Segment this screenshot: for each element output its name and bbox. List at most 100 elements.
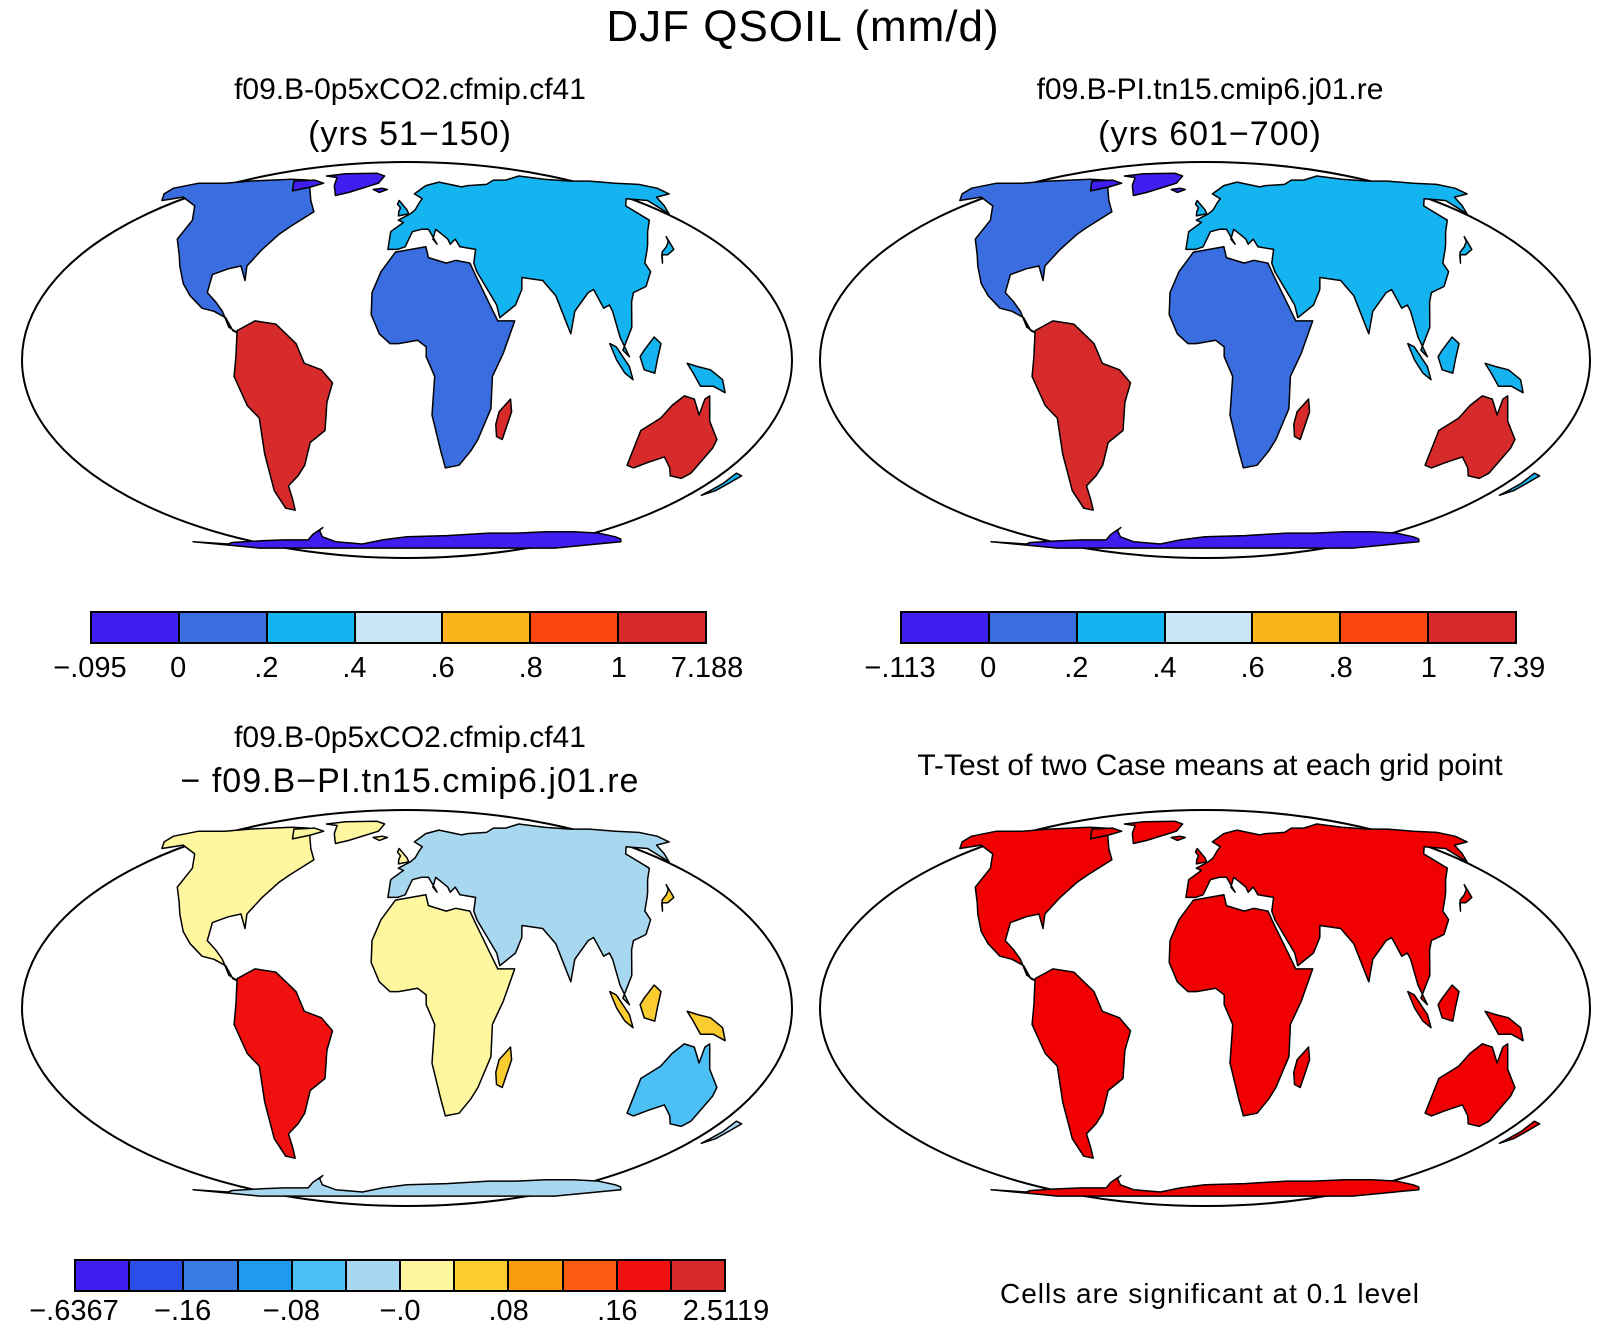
- panel1-subtitle: (yrs 51−150): [308, 115, 512, 153]
- landmass-africa: [1168, 894, 1314, 1117]
- landmass-iceland: [1170, 835, 1187, 842]
- colorbar-case2: [900, 611, 1517, 644]
- landmass-australia: [1424, 1043, 1516, 1128]
- panel2-title: f09.B-PI.tn15.cmip6.j01.re: [1036, 73, 1384, 106]
- colorbar-swatch: [989, 613, 1078, 642]
- colorbar-tick-label: −.095: [53, 652, 127, 684]
- landmass-australia: [626, 395, 718, 480]
- colorbar-swatch: [401, 1261, 456, 1290]
- landmass-northAmerica: [161, 826, 315, 983]
- landmass-borneo: [1437, 984, 1460, 1022]
- colorbar-swatch: [267, 613, 356, 642]
- landmass-sumatra: [609, 990, 634, 1029]
- landmass-greenland: [1123, 172, 1184, 197]
- landmass-nz: [1498, 1120, 1541, 1145]
- colorbar-tick-label: −.0: [379, 1295, 421, 1327]
- landmass-sumatra: [609, 342, 634, 381]
- colorbar-tick-label: −.113: [864, 652, 936, 684]
- landmass-nz: [1498, 472, 1541, 497]
- colorbar-tick-label: 7.188: [670, 652, 744, 684]
- landmass-northAmerica: [959, 826, 1113, 983]
- colorbar-swatch: [355, 613, 444, 642]
- landmass-antarctica: [192, 1174, 622, 1197]
- colorbar-tick-label: −.08: [262, 1295, 320, 1327]
- landmass-southAmerica: [1031, 968, 1132, 1159]
- colorbar-swatch: [531, 613, 620, 642]
- panel2-subtitle: (yrs 601−700): [1098, 115, 1322, 153]
- landmass-eurasia: [387, 823, 670, 1006]
- landmass-japan: [661, 883, 675, 912]
- colorbar-tick-label: 2.5119: [682, 1295, 770, 1327]
- colorbar-difference: [74, 1259, 726, 1292]
- colorbar-tick-label: 1: [1420, 652, 1437, 684]
- colorbar-tick-label: .4: [342, 652, 367, 684]
- landmass-nz: [700, 1120, 743, 1145]
- landmass-eurasia: [387, 175, 670, 358]
- landmass-uk: [396, 847, 410, 865]
- colorbar-case2-ticks: −.113 0 .2 .4 .6 .8 1 7.39: [864, 652, 1545, 686]
- colorbar-swatch: [443, 613, 532, 642]
- colorbar-swatch: [563, 1261, 618, 1290]
- colorbar-swatch: [130, 1261, 185, 1290]
- colorbar-swatch: [1077, 613, 1166, 642]
- landmass-newguinea: [1484, 1010, 1524, 1042]
- map-panel-difference: [21, 809, 793, 1207]
- landmass-uk: [1194, 847, 1208, 865]
- colorbar-tick-label: −.6367: [29, 1295, 119, 1327]
- landmass-iceland: [372, 187, 389, 194]
- landmass-greenland: [325, 172, 386, 197]
- landmass-baffin: [1089, 827, 1123, 840]
- landmass-baffin: [291, 179, 325, 192]
- colorbar-tick-label: 0: [170, 652, 187, 684]
- colorbar-swatch: [509, 1261, 564, 1290]
- colorbar-swatch: [238, 1261, 293, 1290]
- landmass-iceland: [1170, 187, 1187, 194]
- colorbar-tick-label: .2: [1064, 652, 1089, 684]
- landmass-antarctica: [990, 526, 1420, 549]
- landmass-newguinea: [686, 362, 726, 394]
- colorbar-tick-label: .6: [1240, 652, 1265, 684]
- colorbar-difference-ticks: −.6367 −.16 −.08 −.0 .08 .16 2.5119: [29, 1295, 769, 1327]
- colorbar-swatch: [92, 613, 180, 642]
- landmass-southAmerica: [1031, 320, 1132, 511]
- colorbar-case1-ticks: −.095 0 .2 .4 .6 .8 1 7.188: [53, 652, 743, 686]
- colorbar-tick-label: .6: [430, 652, 455, 684]
- landmass-northAmerica: [959, 178, 1113, 335]
- colorbar-swatch: [1429, 613, 1516, 642]
- significance-note: Cells are significant at 0.1 level: [1000, 1278, 1420, 1309]
- landmass-southAmerica: [233, 320, 334, 511]
- figure-title: DJF QSOIL (mm/d): [606, 2, 1000, 51]
- colorbar-tick-label: .8: [1328, 652, 1353, 684]
- colorbar-tick-label: .8: [518, 652, 543, 684]
- landmass-africa: [370, 246, 516, 469]
- colorbar-swatch: [346, 1261, 402, 1290]
- panel4-title: T-Test of two Case means at each grid po…: [917, 749, 1503, 782]
- landmass-southAmerica: [233, 968, 334, 1159]
- landmass-uk: [1194, 199, 1208, 217]
- colorbar-swatch: [1341, 613, 1430, 642]
- landmass-iceland: [372, 835, 389, 842]
- landmass-madagascar: [1293, 1046, 1311, 1089]
- landmass-antarctica: [192, 526, 622, 549]
- landmass-madagascar: [1293, 398, 1311, 441]
- colorbar-swatch: [179, 613, 268, 642]
- panel3-title: f09.B-0p5xCO2.cfmip.cf41: [234, 721, 586, 754]
- landmass-baffin: [1089, 179, 1123, 192]
- landmass-japan: [661, 235, 675, 264]
- colorbar-swatch: [902, 613, 990, 642]
- landmass-greenland: [325, 820, 386, 845]
- colorbar-swatch: [292, 1261, 347, 1290]
- colorbar-swatch: [455, 1261, 510, 1290]
- colorbar-swatch: [671, 1261, 725, 1290]
- landmass-madagascar: [495, 1046, 513, 1089]
- map-panel-case2: [819, 161, 1591, 559]
- panel3-subtitle: − f09.B−PI.tn15.cmip6.j01.re: [180, 762, 640, 800]
- colorbar-tick-label: .2: [254, 652, 279, 684]
- landmass-sumatra: [1407, 990, 1432, 1029]
- colorbar-tick-label: 1: [610, 652, 627, 684]
- map-panel-case1: [21, 161, 793, 559]
- landmass-greenland: [1123, 820, 1184, 845]
- landmass-antarctica: [990, 1174, 1420, 1197]
- landmass-australia: [626, 1043, 718, 1128]
- landmass-australia: [1424, 395, 1516, 480]
